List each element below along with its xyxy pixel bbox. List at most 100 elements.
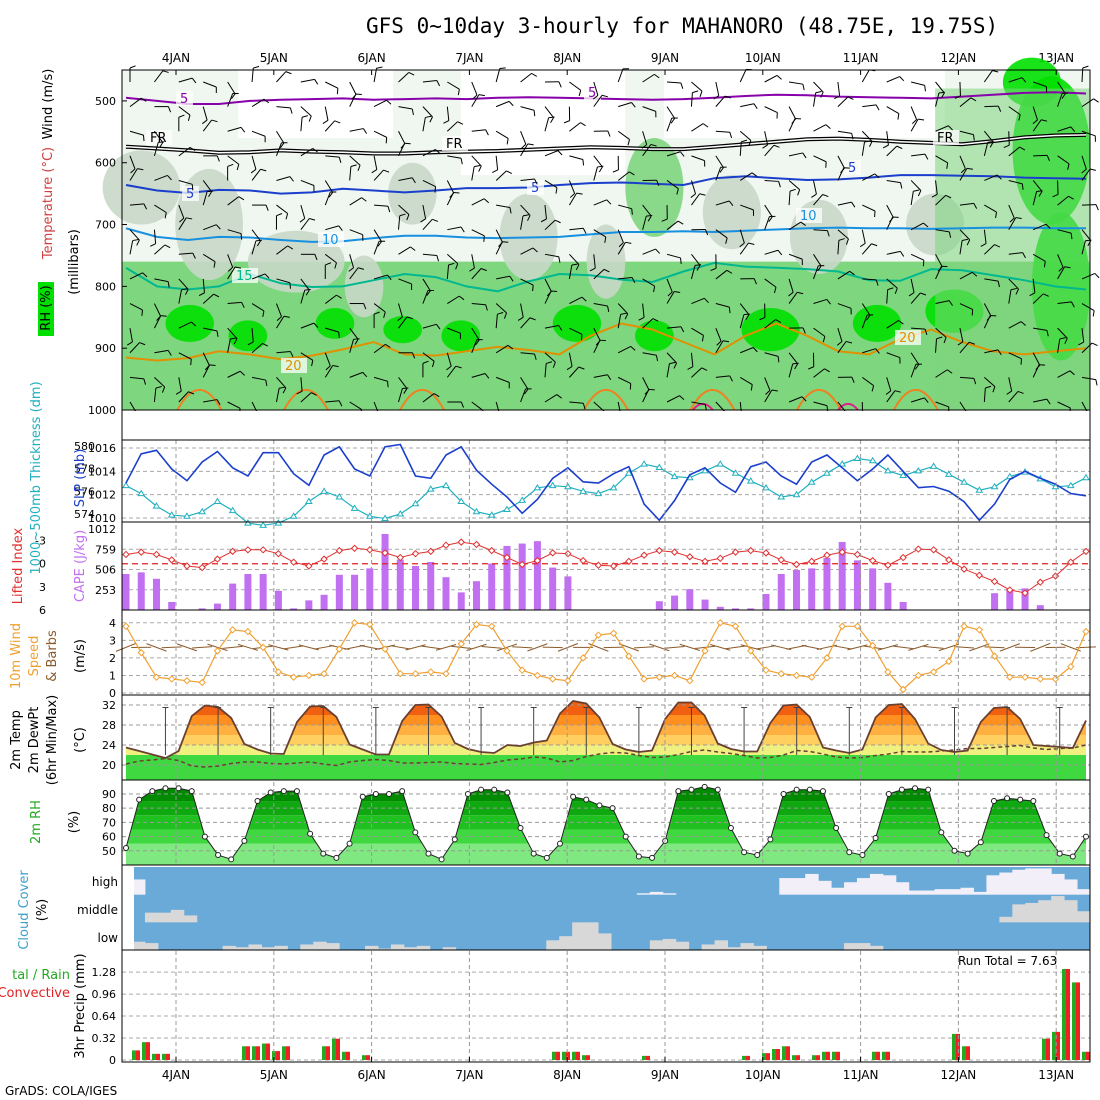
wind-barb: [862, 173, 875, 181]
wind-barb-flag: [1021, 77, 1027, 83]
wind-barb: [495, 130, 509, 139]
wind-barb-flag: [973, 378, 977, 385]
wind-barb-flag: [247, 341, 254, 346]
wind-barb-flag: [875, 279, 879, 286]
cloud-middle-bar: [1038, 900, 1052, 923]
rh-marker: [425, 850, 432, 857]
wind10m-barb: [146, 643, 167, 652]
precip-total-bar: [332, 1038, 336, 1060]
precip-tick: 0.32: [92, 1032, 117, 1045]
thickness-marker: [868, 456, 877, 464]
wind-barb-flag: [546, 361, 553, 364]
wind-barb: [153, 388, 157, 403]
wind10m-marker: [899, 685, 907, 694]
wind10m-marker: [731, 622, 740, 630]
wind-barb-flag: [285, 213, 289, 220]
wind-barb: [178, 352, 192, 360]
precip-total-bar: [882, 1051, 886, 1060]
wind-barb-flag: [866, 314, 871, 321]
wind-barb-flag: [402, 387, 409, 390]
wind-barb-flag: [484, 373, 490, 379]
wind-barb: [373, 274, 388, 280]
cloud-low-bar: [844, 943, 858, 950]
wind-barb-flag: [702, 123, 709, 128]
isotherm-25-pocket: [892, 389, 939, 411]
wind-barb-flag: [923, 222, 929, 228]
wind-barb: [251, 273, 266, 280]
wind-barb-flag: [800, 221, 806, 226]
wind-barb: [837, 167, 845, 181]
wind-barb: [373, 241, 380, 255]
precip-total-bar: [242, 1046, 246, 1060]
wind-barb: [349, 267, 359, 280]
thickness-marker: [1066, 481, 1075, 489]
cloud-low-bar: [856, 943, 871, 950]
wind-barb: [813, 254, 822, 267]
rh-marker: [622, 833, 629, 840]
cloud-high-bar: [1038, 868, 1052, 895]
wind-barb-flag: [650, 144, 657, 147]
wind-barb-flag: [728, 200, 734, 207]
wind-barb: [1081, 98, 1094, 108]
wind-barb: [935, 81, 945, 94]
cloud-low-bar: [261, 947, 275, 950]
wind-barb: [227, 301, 242, 305]
wind-barb-flag: [285, 71, 292, 75]
wind10m-barb: [237, 643, 259, 651]
thickness-marker: [228, 506, 237, 514]
wind-barb: [471, 129, 486, 132]
wind10m-marker: [335, 645, 344, 653]
cloud-cover-panel: [122, 867, 1091, 950]
thickness-marker: [640, 460, 648, 467]
wind-barb: [154, 349, 169, 354]
wind10m-barb: [954, 646, 975, 649]
wind-barb: [446, 121, 458, 132]
wind-barb-flag: [533, 110, 536, 117]
wind10m-marker: [884, 668, 892, 676]
li-marker: [137, 548, 145, 556]
wind-barb-flag: [836, 341, 843, 346]
wind-barb-flag: [896, 145, 903, 150]
cloud-level-label: low: [98, 931, 119, 945]
wind10m-barb: [725, 645, 746, 650]
precip-total-bar: [832, 1051, 836, 1060]
wind-barb-flag: [425, 115, 432, 118]
wind-barb: [715, 375, 730, 378]
rh-marker: [951, 847, 958, 854]
wind-barb-flag: [262, 310, 265, 317]
wind-barb: [422, 393, 435, 403]
wind-barb: [666, 291, 675, 304]
rh-marker: [714, 786, 721, 793]
wind-barb: [471, 254, 475, 269]
wind-barb-flag: [618, 242, 624, 248]
precip-convective-bar: [166, 1053, 170, 1060]
wind10m-marker: [990, 652, 999, 660]
rh-marker: [399, 788, 406, 795]
precip-convective-bar: [266, 1043, 270, 1060]
li-marker: [686, 553, 694, 561]
pressure-tick: 700: [95, 219, 116, 232]
wind-barb-flag: [455, 263, 459, 270]
wind-barb: [544, 324, 559, 329]
li-tick: 3: [39, 581, 46, 594]
wind-barb-flag: [181, 288, 188, 291]
wind-barb: [227, 254, 234, 268]
wind-barb-flag: [966, 167, 973, 170]
thickness-marker: [746, 477, 755, 484]
wind10m-marker: [777, 669, 785, 678]
cloud-low-bar: [313, 941, 327, 950]
wind-barb-flag: [480, 268, 487, 272]
wind-barb-flag: [411, 108, 414, 116]
wind-barb-flag: [576, 192, 583, 195]
li-marker: [1006, 586, 1014, 594]
wind-barb: [251, 303, 265, 312]
wind-barb-flag: [673, 362, 678, 369]
wind-barb-flag: [411, 177, 416, 184]
wind-barb: [788, 152, 803, 157]
precip-total-bar: [642, 1055, 646, 1060]
wind-barb: [1008, 377, 1013, 392]
rh-marker: [570, 793, 577, 800]
cape-bar: [518, 543, 526, 610]
wind-barb-flag: [387, 274, 392, 281]
